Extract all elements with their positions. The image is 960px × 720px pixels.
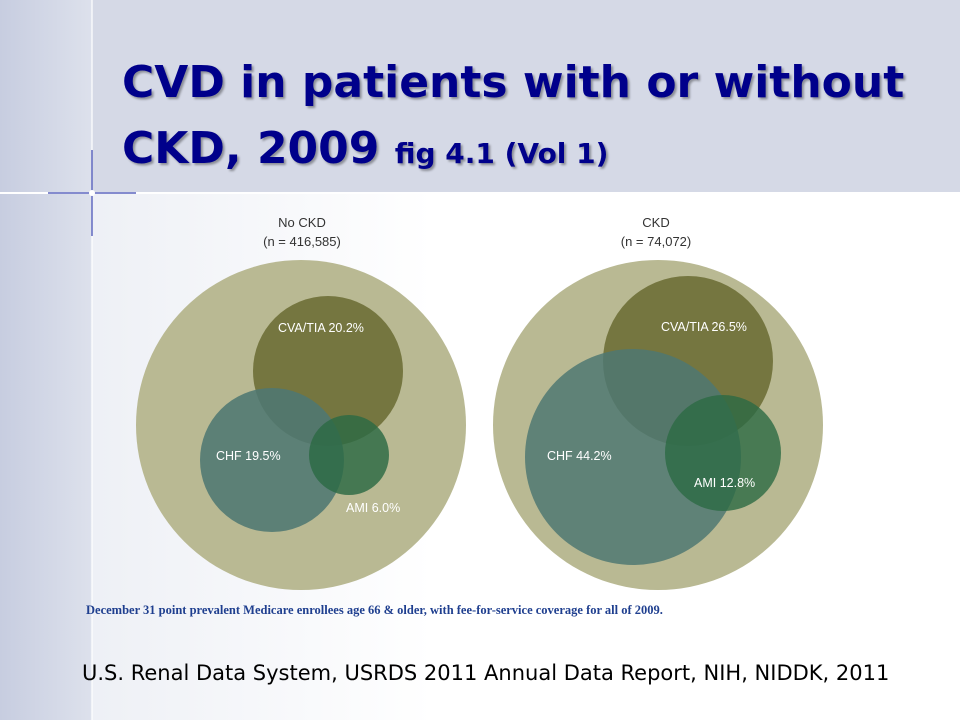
circle-ami-ckd [665,395,781,511]
footnote: December 31 point prevalent Medicare enr… [86,603,663,617]
panel-no-ckd-name: No CKD [278,215,326,230]
title-suffix: fig 4.1 (Vol 1) [394,137,609,170]
source-citation: U.S. Renal Data System, USRDS 2011 Annua… [82,661,890,685]
circle-chf-no-ckd [200,388,344,532]
label-cva-ckd: CVA/TIA 26.5% [661,320,747,334]
circle-ami-no-ckd [309,415,389,495]
label-ami-ckd: AMI 12.8% [694,476,755,490]
panel-ckd-n: (n = 74,072) [621,234,691,249]
panel-no-ckd-n: (n = 416,585) [263,234,341,249]
panel-ckd-name: CKD [642,215,669,230]
panel-ckd: CKD (n = 74,072) CVA/TIA 26.5% CHF 44.2%… [493,215,823,590]
label-ami-no-ckd: AMI 6.0% [346,501,400,515]
venn-diagram: No CKD (n = 416,585) CVA/TIA 20.2% CHF 1… [136,215,823,590]
slide-title: CVD in patients with or without CKD, 200… [122,50,942,187]
label-cva-no-ckd: CVA/TIA 20.2% [278,321,364,335]
label-chf-ckd: CHF 44.2% [547,449,612,463]
star-sparkle-icon [48,150,136,236]
panel-no-ckd: No CKD (n = 416,585) CVA/TIA 20.2% CHF 1… [136,215,466,590]
circle-chf-ckd [525,349,741,565]
title-main: CVD in patients with or without CKD, 200… [122,57,905,174]
label-chf-no-ckd: CHF 19.5% [216,449,281,463]
